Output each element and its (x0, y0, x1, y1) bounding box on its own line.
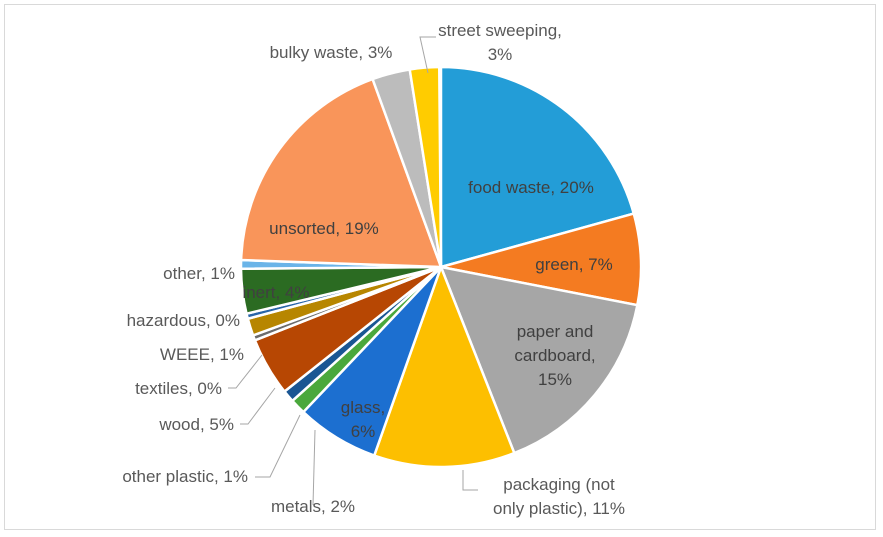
data-label-bulky: bulky waste, 3% (270, 43, 393, 62)
leader-line-other-plastic (255, 414, 301, 478)
data-label-glass: glass, 6% (341, 398, 385, 441)
data-label-food-waste: food waste, 20% (468, 178, 594, 197)
data-label-street: street sweeping, 3% (438, 21, 562, 64)
data-label-hazardous: hazardous, 0% (127, 311, 240, 330)
data-label-metals: metals, 2% (271, 497, 355, 516)
leader-line-wood (240, 387, 276, 425)
data-label-paper: paper and cardboard, 15% (514, 322, 595, 389)
data-label-wood: wood, 5% (158, 415, 234, 434)
pie-slice-street-sweeping (408, 65, 443, 269)
leader-line-metals (312, 429, 316, 506)
data-label-unsorted: unsorted, 19% (269, 219, 379, 238)
leader-line-textiles (228, 354, 263, 389)
data-label-textiles: textiles, 0% (135, 379, 222, 398)
data-label-packaging: packaging (not only plastic), 11% (493, 475, 625, 518)
data-label-inert: inert, 4% (242, 283, 309, 302)
pie-slice-packaging-not-only-plastic (372, 265, 516, 469)
data-label-other: other, 1% (163, 264, 235, 283)
data-label-weee: WEEE, 1% (160, 345, 244, 364)
pie-slice-unsorted (239, 77, 443, 269)
pie-slice-food-waste (439, 65, 635, 269)
pie-slice-paper-and-cardboard (439, 265, 639, 455)
data-label-other-plastic: other plastic, 1% (122, 467, 248, 486)
data-label-green: green, 7% (535, 255, 613, 274)
leader-line-street-sweeping (419, 36, 436, 74)
leader-line-packaging (462, 470, 478, 491)
